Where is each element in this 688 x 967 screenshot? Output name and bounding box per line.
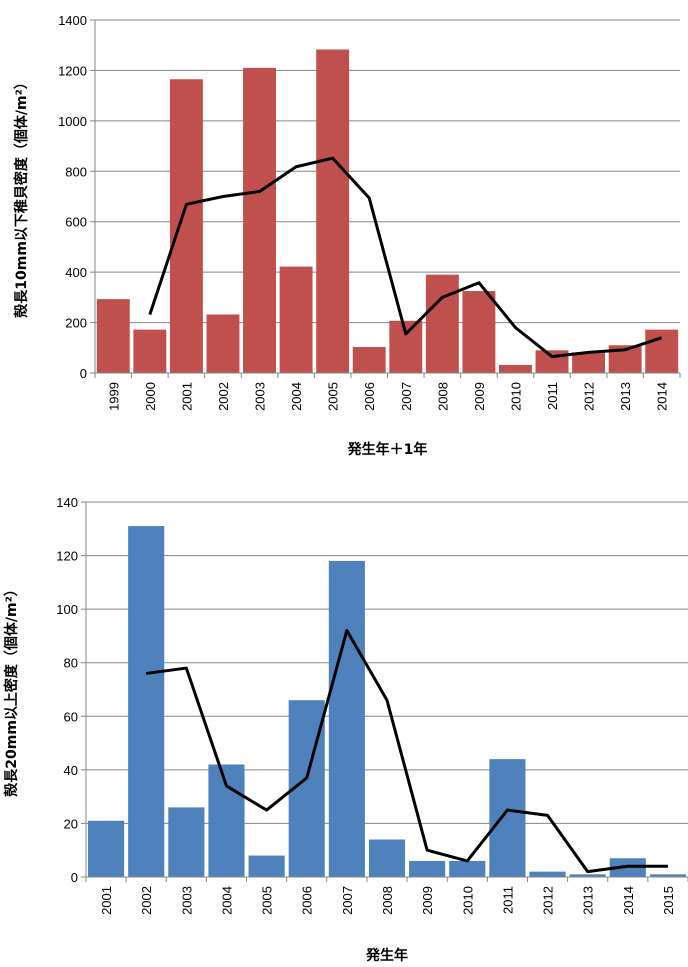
y-tick-label: 100 xyxy=(56,602,78,617)
bar-2008 xyxy=(425,274,459,373)
moving-average-line xyxy=(146,629,668,874)
x-tick-label: 2011 xyxy=(500,886,515,914)
bar-2003 xyxy=(243,67,276,374)
x-tick-label: 2002 xyxy=(216,382,231,411)
bar-2005 xyxy=(248,855,285,877)
x-tick-label: 2014 xyxy=(655,382,670,411)
x-tick-label: 2004 xyxy=(219,886,234,915)
bar-2008 xyxy=(368,839,406,877)
bar-2009 xyxy=(462,291,496,373)
x-tick-label: 2012 xyxy=(582,382,597,411)
x-tick-label: 2011 xyxy=(545,382,560,410)
y-axis-title: 殻長20mm以上密度（個体/m²） xyxy=(3,582,20,797)
x-tick-label: 2009 xyxy=(472,382,487,411)
bar-2003 xyxy=(168,807,205,877)
y-tick-label: 400 xyxy=(65,265,87,280)
moving-average-line xyxy=(148,156,663,359)
bar-2002 xyxy=(206,314,240,373)
x-tick-label: 2002 xyxy=(139,886,154,915)
x-axis-title: 発生年＋1年 xyxy=(347,441,428,458)
y-tick-label: 120 xyxy=(56,549,78,564)
x-tick-label: 2014 xyxy=(621,886,636,915)
x-tick-label: 2008 xyxy=(380,886,395,915)
x-tick-label: 2004 xyxy=(289,382,304,411)
bar-2004 xyxy=(279,266,313,373)
y-tick-label: 600 xyxy=(65,215,87,230)
y-tick-label: 1000 xyxy=(58,114,87,129)
bar-2013 xyxy=(569,874,606,877)
y-tick-label: 80 xyxy=(64,656,78,671)
x-tick-label: 2007 xyxy=(340,886,355,915)
y-tick-label: 40 xyxy=(64,763,78,778)
bar-2000 xyxy=(133,329,167,373)
x-tick-label: 2001 xyxy=(179,382,194,411)
x-tick-label: 2000 xyxy=(143,382,158,411)
bar-2001 xyxy=(169,79,203,373)
bar-2012 xyxy=(572,352,606,373)
x-tick-label: 2010 xyxy=(508,382,523,411)
y-tick-label: 200 xyxy=(65,316,87,331)
x-tick-label: 2013 xyxy=(618,382,633,411)
x-tick-label: 2013 xyxy=(581,886,596,915)
x-tick-label: 2008 xyxy=(435,382,450,411)
y-tick-label: 1200 xyxy=(58,63,87,78)
y-axis-title: 殻長10mm以下稚貝密度（個体/m²） xyxy=(13,75,30,318)
bar-2010 xyxy=(449,860,486,877)
x-tick-label: 2012 xyxy=(541,886,556,915)
bar-2011 xyxy=(489,759,526,877)
y-tick-label: 20 xyxy=(64,816,78,831)
adult-density-chart: 0 20 40 60 80 100 120 140 2001 2002 2003 2004 2005 20… xyxy=(3,495,688,964)
x-tick-label: 2006 xyxy=(300,886,315,915)
y-tick-label: 0 xyxy=(80,366,87,381)
bar-1999 xyxy=(96,299,130,373)
bar-2007 xyxy=(328,560,365,877)
bar-2010 xyxy=(499,364,532,373)
y-tick-label: 0 xyxy=(71,870,78,885)
x-tick-label: 2010 xyxy=(460,886,475,915)
bar-2002 xyxy=(128,526,165,877)
y-tick-label: 800 xyxy=(65,164,87,179)
x-tick-label: 2009 xyxy=(420,886,435,915)
bar-2009 xyxy=(409,860,446,877)
x-tick-label: 2001 xyxy=(99,886,114,915)
x-tick-label: 2006 xyxy=(362,382,377,411)
bar-2011 xyxy=(535,350,569,373)
bar-2001 xyxy=(88,820,125,877)
bar-2012 xyxy=(529,871,566,877)
y-tick-label: 60 xyxy=(64,709,78,724)
juvenile-density-chart: 0 200 400 600 800 1000 1200 1400 1999 2000 2001 200… xyxy=(13,13,681,458)
bar-2005 xyxy=(316,49,350,374)
x-tick-label: 2007 xyxy=(399,382,414,411)
y-tick-label: 1400 xyxy=(58,13,87,28)
x-tick-label: 2005 xyxy=(326,382,341,411)
x-tick-label: 1999 xyxy=(106,382,121,411)
x-tick-label: 2003 xyxy=(179,886,194,915)
bar-2015 xyxy=(649,874,686,877)
x-axis-title: 発生年 xyxy=(365,947,408,964)
x-tick-label: 2005 xyxy=(260,886,275,915)
x-tick-label: 2015 xyxy=(661,886,676,915)
y-tick-label: 140 xyxy=(56,495,78,510)
bar-2006 xyxy=(352,347,386,373)
bar-2014 xyxy=(645,329,679,373)
x-tick-label: 2003 xyxy=(253,382,268,411)
